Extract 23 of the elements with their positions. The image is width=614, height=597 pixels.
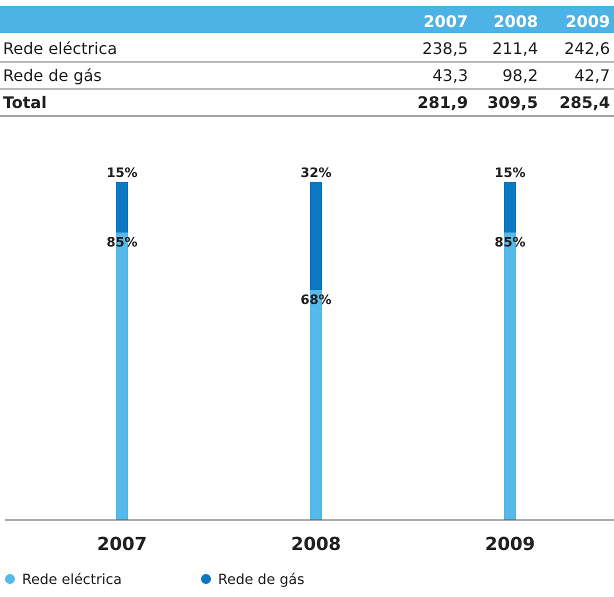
data-label: 15% [494, 166, 526, 181]
category-label: 2009 [565, 12, 610, 31]
data-label: 309,5 [487, 93, 538, 112]
text: Rede eléctrica [3, 39, 118, 58]
x-tick-label: 2007 [96, 534, 148, 555]
text: Total [3, 93, 47, 112]
data-label: 98,2 [502, 66, 538, 85]
category-label: 2007 [423, 12, 468, 31]
data-label: 42,7 [574, 66, 610, 85]
legend-label: Rede eléctrica [22, 572, 122, 588]
category-label: 2008 [493, 12, 538, 31]
data-label: 211,4 [492, 39, 538, 58]
data-label: 242,6 [564, 39, 610, 58]
data-label: 285,4 [559, 93, 610, 112]
data-label: 238,5 [422, 39, 468, 58]
x-tick-label: 2008 [290, 534, 342, 555]
text: Rede de gás [3, 66, 102, 85]
data-label: 281,9 [417, 93, 468, 112]
x-tick-label: 2009 [484, 534, 536, 555]
data-label: 15% [106, 166, 138, 181]
data-label: 32% [300, 166, 332, 181]
legend-label: Rede de gás [218, 572, 304, 588]
data-label: 43,3 [432, 66, 468, 85]
